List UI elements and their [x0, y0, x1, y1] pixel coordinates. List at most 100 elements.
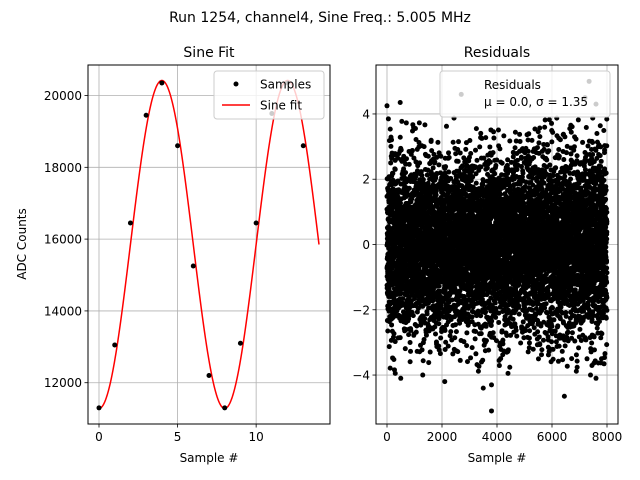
- sine-fit-xtick-label: 5: [174, 430, 182, 444]
- residual-point: [453, 329, 459, 335]
- residual-point: [490, 150, 496, 156]
- residual-point: [397, 335, 403, 341]
- residual-point: [438, 153, 444, 159]
- residual-point: [408, 348, 414, 354]
- residuals-xtick-label: 0: [383, 430, 391, 444]
- sine-fit-ytick-label: 16000: [44, 233, 82, 247]
- residual-point: [455, 349, 461, 355]
- sample-point: [127, 220, 133, 226]
- residual-point: [507, 138, 513, 144]
- residuals-xtick-label: 6000: [537, 430, 568, 444]
- residual-point: [401, 166, 407, 172]
- residual-point: [437, 351, 443, 357]
- residuals-xtick-label: 4000: [482, 430, 513, 444]
- residual-point: [416, 140, 422, 146]
- residual-point: [497, 146, 503, 152]
- residual-point: [399, 118, 405, 124]
- residual-point: [416, 120, 422, 126]
- residual-point: [418, 169, 424, 175]
- residual-point: [464, 330, 470, 336]
- sample-point: [253, 220, 259, 226]
- residual-point: [468, 151, 474, 156]
- residual-point: [469, 345, 475, 351]
- residual-point: [419, 347, 425, 353]
- residual-point: [398, 147, 404, 153]
- sample-point: [237, 340, 243, 346]
- residual-point: [438, 335, 444, 341]
- residual-point: [419, 172, 425, 178]
- residual-point: [455, 158, 461, 164]
- residual-point: [407, 339, 413, 345]
- residual-point: [478, 331, 484, 337]
- residual-point: [446, 154, 452, 160]
- residual-point: [483, 309, 489, 315]
- residual-point: [392, 339, 398, 345]
- residual-point: [493, 314, 499, 320]
- residual-point: [468, 355, 474, 361]
- residual-point: [424, 311, 430, 317]
- residual-point: [427, 349, 433, 355]
- legend-samples-marker: [233, 81, 239, 87]
- figure-title: Run 1254, channel4, Sine Freq.: 5.005 MH…: [169, 10, 471, 26]
- residual-point: [397, 200, 403, 206]
- residual-point: [487, 159, 493, 165]
- residual-point: [474, 157, 480, 163]
- residuals-points: [384, 78, 610, 414]
- residual-point: [507, 364, 513, 370]
- residual-point: [473, 147, 479, 153]
- residual-point: [472, 336, 478, 342]
- residual-point: [386, 344, 392, 350]
- sample-point: [112, 342, 118, 348]
- residual-point: [463, 146, 469, 152]
- residuals-title: Residuals: [464, 45, 530, 61]
- residual-point: [488, 322, 494, 328]
- residual-point: [389, 137, 395, 143]
- residual-point: [402, 346, 408, 352]
- residual-point: [498, 191, 504, 197]
- residual-point: [477, 144, 483, 150]
- residual-point: [425, 180, 431, 186]
- residual-point: [457, 357, 463, 363]
- sine-fit-samples: [96, 80, 306, 411]
- residual-point: [442, 327, 448, 333]
- residual-point: [428, 137, 434, 143]
- residual-point: [386, 305, 392, 311]
- sine-fit-ytick-label: 12000: [44, 376, 82, 390]
- sample-point: [159, 80, 165, 86]
- residual-point: [404, 156, 409, 162]
- residual-point: [400, 296, 406, 302]
- sine-fit-xtick-label: 10: [249, 430, 264, 444]
- sine-fit-xtick-label: 0: [95, 430, 103, 444]
- residual-point: [436, 162, 442, 168]
- residual-point: [406, 161, 412, 167]
- residual-point: [513, 327, 519, 333]
- residual-point: [423, 332, 429, 338]
- residual-point: [424, 172, 430, 178]
- residual-point: [397, 291, 403, 297]
- residuals-ytick-label: −4: [352, 369, 370, 383]
- residuals-ytick-label: 4: [362, 107, 370, 121]
- residual-point: [413, 136, 419, 142]
- residual-point: [516, 311, 522, 317]
- residual-point: [457, 150, 463, 156]
- residual-point: [491, 129, 497, 135]
- residual-point: [432, 324, 438, 330]
- residual-point: [443, 123, 449, 129]
- residual-point: [420, 358, 426, 364]
- residual-point: [519, 164, 524, 170]
- residual-point: [397, 134, 403, 140]
- residual-point: [385, 328, 391, 334]
- residual-point: [410, 313, 416, 319]
- residual-point: [403, 120, 409, 126]
- residual-point: [452, 335, 458, 341]
- sample-point: [175, 143, 181, 149]
- residual-point: [389, 322, 395, 328]
- residual-point: [422, 316, 428, 322]
- residual-point: [391, 357, 397, 363]
- residual-point: [517, 138, 523, 144]
- sine-fit-xlabel: Sample #: [180, 451, 239, 465]
